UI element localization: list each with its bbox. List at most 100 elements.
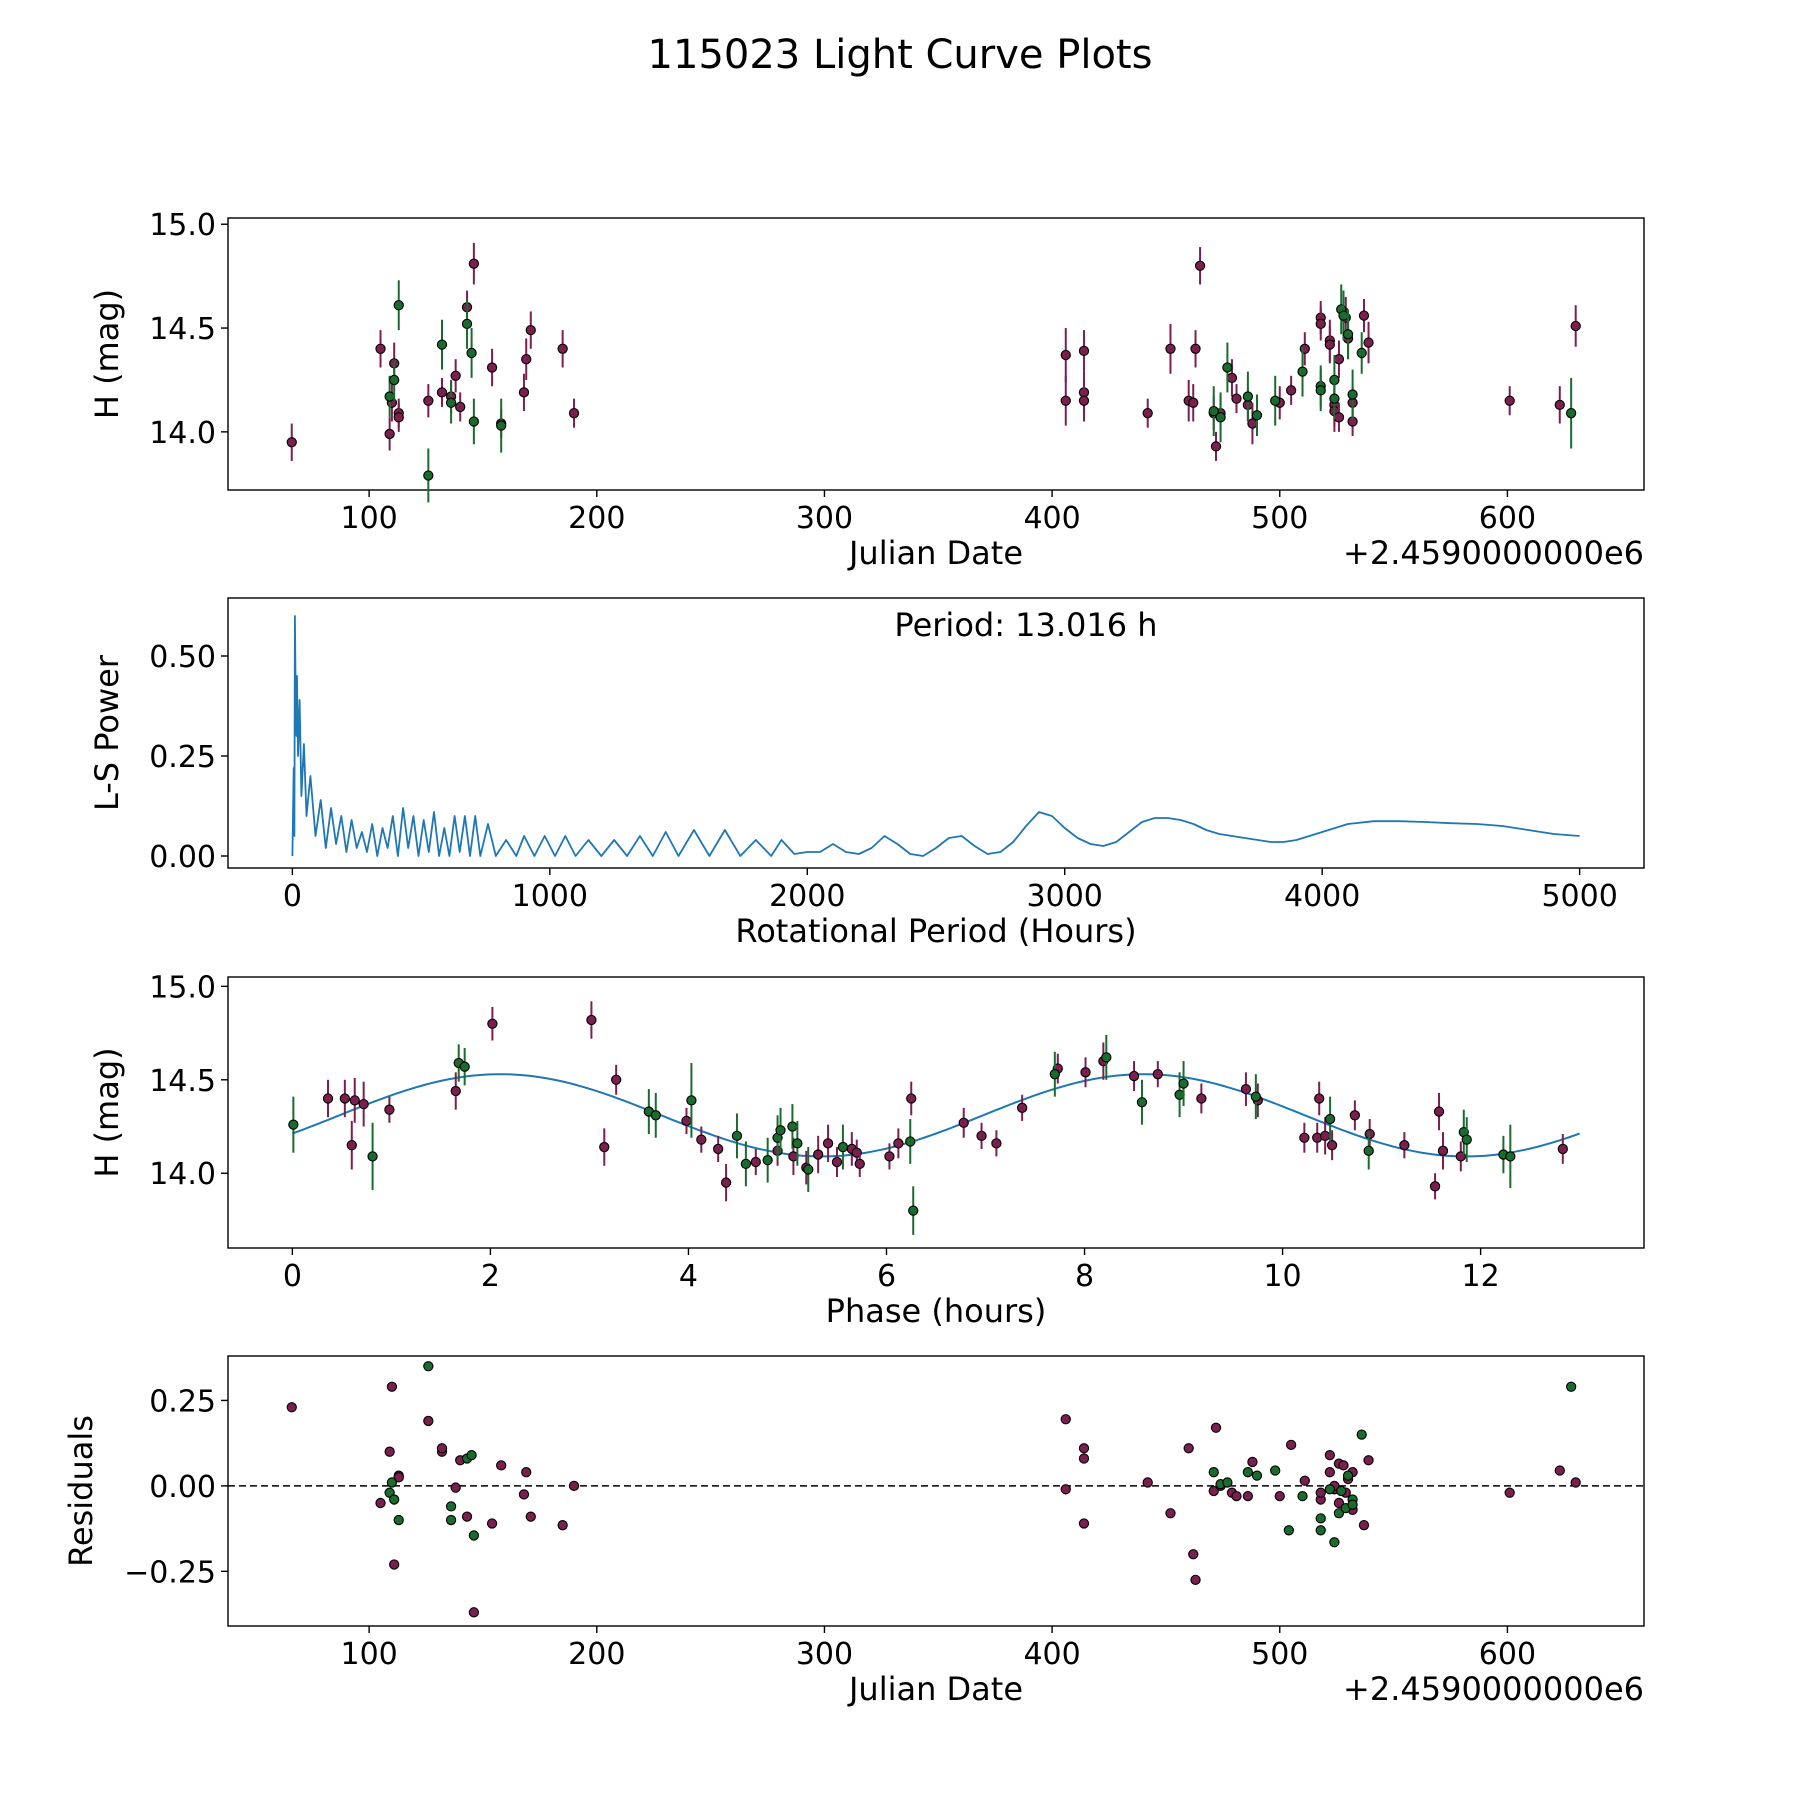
x-tick-label: 300 [796,501,853,536]
x-tick-label: 4 [679,1259,698,1294]
data-point [720,1177,732,1188]
data-point [1570,1477,1581,1488]
data-point [459,1061,470,1072]
data-point [486,362,498,373]
figure-title: 115023 Light Curve Plots [648,32,1153,78]
x-offset-text: +2.4590000000e6 [1343,534,1644,572]
data-point [367,1151,378,1162]
data-point [568,1480,580,1492]
data-point [1285,385,1297,396]
data-point [1283,1525,1295,1536]
data-point [1251,410,1263,421]
purple-series [286,242,1581,461]
data-point [1165,1508,1176,1519]
data-point [1570,320,1581,332]
data-point [525,324,536,336]
data-point [1315,1487,1326,1498]
data-point [1078,1453,1090,1464]
data-point [445,1501,457,1512]
x-axis-label: Julian Date [847,534,1023,572]
phase-curve-panel: 0 2 4 6 8 10 12 14.0 14.5 15.0 Phase (hours) H (mag… [88,970,1645,1330]
residuals-panel: 100 200 300 400 500 600 −0.25 0.00 0.25 Julian Da… [62,1355,1645,1708]
data-point [831,1156,843,1168]
data-point [1336,1485,1347,1497]
light-curve-panel: 100 200 300 400 500 600 14.0 14.5 15.0 Julian Dat… [88,208,1645,572]
data-point [1338,1460,1349,1471]
data-point [650,1110,661,1121]
data-point [1270,395,1281,406]
data-point [1504,1487,1515,1498]
plot-frame [227,976,1645,1249]
y-axis-label: L-S Power [88,654,126,811]
x-tick-label: 10 [1263,1259,1301,1294]
data-point [681,1115,692,1127]
data-point [1338,310,1349,321]
data-point [1240,1083,1252,1095]
data-point [468,258,480,269]
data-point [1399,1140,1410,1151]
data-point [375,343,386,354]
data-point [518,1489,530,1500]
periodogram-line [291,615,1580,857]
data-point [1049,1069,1060,1080]
data-point [1315,1513,1326,1524]
data-point [393,300,404,311]
data-point [1342,1470,1354,1481]
data-point [1437,1145,1449,1156]
data-point [423,395,434,406]
data-point [1358,1520,1370,1531]
purple-series [286,1381,1581,1618]
x-tick-label: 6 [877,1259,896,1294]
y-tick-label: 0.50 [149,640,216,675]
data-point [375,1497,386,1509]
data-point [775,1125,786,1136]
data-point [450,1482,461,1493]
data-point [1433,1106,1445,1117]
data-point [1188,1549,1199,1560]
data-point [1060,1484,1071,1495]
x-tick-label: 400 [1023,1637,1080,1672]
data-point [487,1018,498,1029]
data-point [1363,1145,1374,1156]
x-tick-label: 600 [1479,501,1536,536]
data-point [1078,1518,1090,1529]
data-point [1329,393,1340,404]
data-point [1363,337,1374,348]
data-point [496,420,507,431]
x-tick-label: 2 [481,1259,500,1294]
y-tick-label: 14.5 [149,312,216,347]
period-annotation: Period: 13.016 h [894,606,1157,644]
data-point [1315,318,1326,330]
data-point [445,1514,457,1526]
data-point [468,416,480,427]
data-point [486,1518,498,1529]
data-point [1222,1477,1233,1488]
data-point [1333,354,1345,365]
data-point [468,1607,480,1618]
data-point [525,1511,536,1522]
data-point [358,1098,369,1110]
data-point [1247,418,1258,429]
data-point [762,1155,773,1166]
green-series [384,1361,1577,1548]
data-point [436,1443,448,1454]
x-tick-label: 300 [796,1637,853,1672]
data-point [1342,329,1354,340]
data-point [1326,1140,1338,1151]
data-point [423,1361,434,1372]
data-point [1324,1449,1335,1461]
data-point [346,1140,357,1151]
x-tick-label: 12 [1462,1259,1500,1294]
x-tick-label: 8 [1075,1259,1094,1294]
data-point [1347,1499,1358,1510]
data-point [1152,1069,1163,1080]
data-point [1429,1181,1441,1192]
x-tick-label: 5000 [1541,879,1617,914]
data-point [322,1093,334,1104]
data-point [1142,1477,1153,1488]
y-tick-label: 0.25 [149,740,216,775]
data-point [1324,1467,1335,1478]
data-point [461,318,473,330]
x-tick-label: 600 [1479,1637,1536,1672]
data-point [1078,345,1090,357]
